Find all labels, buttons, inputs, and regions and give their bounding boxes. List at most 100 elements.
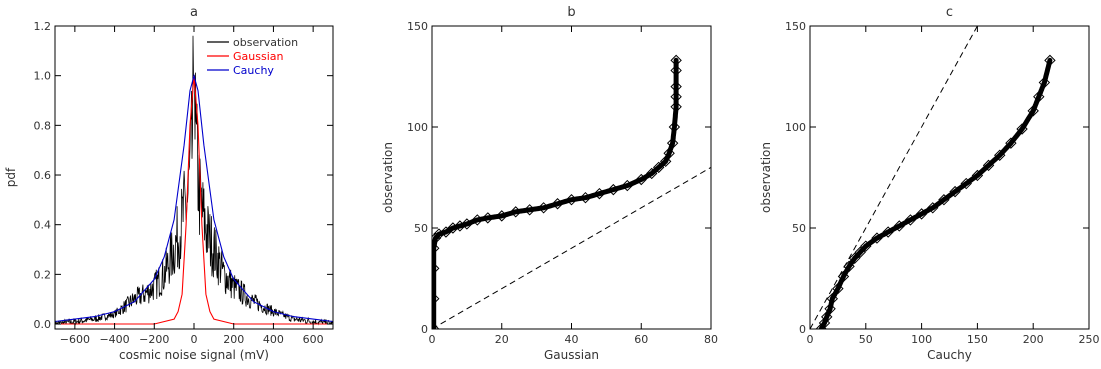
- x-tick-label: 80: [704, 333, 718, 346]
- x-axis-label: cosmic noise signal (mV): [119, 348, 269, 362]
- series-line-cauchy: [55, 73, 333, 323]
- x-tick-label: 60: [634, 333, 648, 346]
- chart-panel-a: a −600 −400 −200 0 200 400 600 0.0 0.2 0.4 0.6 0.8 1.…: [4, 5, 334, 362]
- x-tick-label: 250: [1079, 333, 1100, 346]
- y-axis-label: pdf: [4, 167, 18, 187]
- data-point: [1038, 76, 1051, 89]
- data-point: [432, 323, 440, 329]
- y-tick-label: 150: [785, 20, 806, 33]
- x-axis-label: Gaussian: [544, 348, 599, 362]
- data-point: [927, 202, 939, 214]
- y-tick-label: 0.6: [34, 169, 52, 182]
- data-point: [1044, 54, 1056, 67]
- x-tick-label: 20: [495, 333, 509, 346]
- data-point: [440, 226, 452, 238]
- data-point: [447, 222, 459, 234]
- data-point: [537, 202, 550, 214]
- qq-curve: [432, 57, 679, 329]
- y-axis-label: observation: [381, 142, 395, 213]
- data-point: [659, 155, 672, 168]
- data-point: [593, 187, 606, 200]
- x-tick-label: 40: [565, 333, 579, 346]
- data-point: [523, 204, 536, 216]
- data-point: [938, 194, 950, 206]
- data-point: [1005, 137, 1017, 149]
- data-point: [915, 208, 928, 220]
- reference-line: [810, 26, 978, 329]
- y-tick-label: 100: [407, 121, 428, 134]
- data-point: [433, 228, 445, 240]
- y-axis-label: observation: [759, 142, 773, 213]
- data-point: [982, 159, 995, 172]
- data-point: [843, 260, 855, 273]
- legend-label-cauchy: Cauchy: [233, 64, 274, 77]
- data-point: [860, 240, 872, 252]
- data-point: [461, 218, 473, 230]
- data-point: [1016, 123, 1028, 135]
- data-point: [826, 292, 839, 305]
- data-point: [482, 212, 494, 224]
- data-point: [496, 210, 508, 222]
- chart-title: b: [567, 5, 575, 20]
- chart-panel-c: c 0 50 100 150 200 250 0 50 100 150 Cauchy observati…: [759, 5, 1100, 362]
- plot-frame: [431, 25, 712, 330]
- x-tick-label: 0: [191, 333, 198, 346]
- data-point: [579, 191, 592, 204]
- data-point: [471, 214, 484, 226]
- y-tick-label: 0: [799, 323, 806, 336]
- data-point: [454, 220, 466, 232]
- x-tick-label: 100: [911, 333, 932, 346]
- data-point: [854, 246, 866, 258]
- plot-frame: [809, 25, 1090, 330]
- data-point: [1027, 105, 1039, 117]
- data-point: [432, 262, 440, 275]
- x-tick-label: 0: [429, 333, 436, 346]
- data-point: [871, 232, 883, 244]
- data-point: [432, 292, 440, 305]
- x-tick-label: −400: [99, 333, 129, 346]
- data-point: [666, 137, 679, 149]
- x-tick-label: 400: [263, 333, 284, 346]
- data-point: [670, 54, 682, 67]
- legend-label-gaussian: Gaussian: [233, 50, 283, 63]
- data-point: [904, 214, 917, 226]
- plot-area: [432, 54, 711, 329]
- x-tick-label: 50: [859, 333, 873, 346]
- data-point: [848, 252, 861, 265]
- x-axis-label: Cauchy: [927, 348, 972, 362]
- data-point: [621, 179, 634, 192]
- data-point: [565, 194, 578, 206]
- data-point: [893, 220, 905, 232]
- y-tick-label: 0.8: [34, 119, 52, 132]
- legend-label-observation: observation: [233, 36, 298, 49]
- data-point: [832, 282, 844, 295]
- data-point: [551, 198, 564, 210]
- y-tick-label: 0.4: [34, 219, 52, 232]
- qq-curve: [818, 57, 1053, 329]
- reference-line: [432, 166, 711, 329]
- plot-area: [55, 35, 333, 326]
- x-tick-label: 600: [303, 333, 324, 346]
- data-point: [509, 206, 522, 218]
- plot-area: [810, 26, 1056, 329]
- data-point: [432, 242, 440, 254]
- x-tick-label: 0: [807, 333, 814, 346]
- data-point: [670, 90, 682, 103]
- data-point: [670, 101, 682, 113]
- data-point: [994, 149, 1006, 161]
- y-tick-label: 0.0: [34, 318, 52, 331]
- data-point: [960, 177, 972, 190]
- data-point: [882, 226, 894, 238]
- y-tick-label: 0: [421, 323, 428, 336]
- data-point: [663, 147, 675, 159]
- chart-title: a: [190, 5, 198, 20]
- x-tick-label: 200: [1023, 333, 1044, 346]
- plot-frame: [54, 25, 334, 330]
- data-point: [821, 311, 833, 323]
- y-tick-label: 150: [407, 20, 428, 33]
- data-point: [607, 183, 620, 196]
- data-point: [668, 121, 681, 133]
- y-tick-label: 50: [414, 222, 428, 235]
